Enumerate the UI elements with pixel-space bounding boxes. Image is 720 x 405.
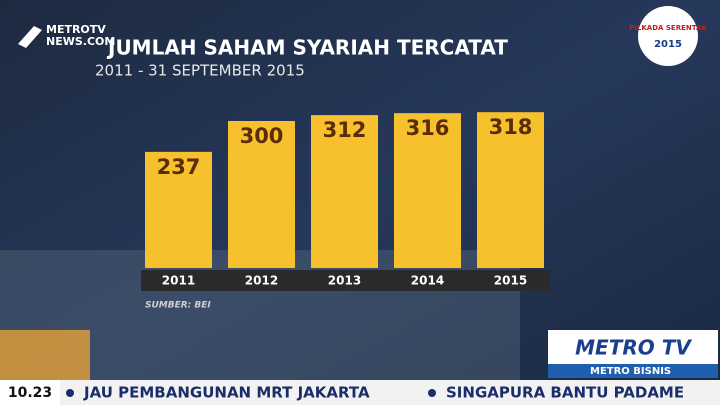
x-tick-label: 2011	[162, 274, 195, 288]
station-name: METRO TV	[575, 336, 692, 360]
channel-logo-icon	[18, 26, 42, 48]
value-label: 237	[157, 155, 201, 179]
channel-logo-text: NEWS.COM	[46, 35, 115, 48]
source: SUMBER: BEI	[145, 301, 211, 311]
ticker-item: SINGAPURA BANTU PADAME	[446, 384, 684, 402]
chart-title: JUMLAH SAHAM SYARIAH TERCATAT	[106, 36, 508, 60]
program-strip	[548, 364, 718, 378]
chart: 237 2011 300 2012 312 2013 316 2014 318 2015	[145, 112, 544, 288]
value-label: 300	[240, 124, 284, 148]
value-label: 312	[323, 118, 367, 142]
time: 10.23	[8, 385, 52, 401]
chart-subtitle: 2011 - 31 SEPTEMBER 2015	[95, 62, 305, 80]
ticker-bullet	[428, 389, 436, 397]
banner-accent	[0, 330, 90, 380]
value-label: 318	[489, 115, 533, 139]
bar	[145, 151, 212, 268]
program-name: METRO BISNIS	[590, 366, 671, 377]
station-box	[548, 330, 718, 366]
bar	[311, 115, 378, 269]
category-strip	[141, 270, 550, 291]
event-logo-text: PILKADA SERENTAK	[629, 24, 707, 32]
event-logo	[638, 6, 698, 66]
time-box	[0, 380, 60, 405]
ticker-bar	[0, 380, 720, 405]
bar	[477, 112, 544, 269]
event-logo-year: 2015	[654, 39, 682, 50]
x-tick-label: 2014	[411, 274, 444, 288]
bar	[228, 121, 295, 268]
x-tick-label: 2013	[328, 274, 361, 288]
ticker-bullet	[66, 389, 74, 397]
x-tick-label: 2012	[245, 274, 278, 288]
channel-logo-text: METROTV	[46, 23, 106, 36]
x-tick-label: 2015	[494, 274, 527, 288]
ticker-item: JAU PEMBANGUNAN MRT JAKARTA	[83, 384, 370, 402]
bar	[394, 113, 461, 268]
value-label: 316	[406, 116, 450, 140]
